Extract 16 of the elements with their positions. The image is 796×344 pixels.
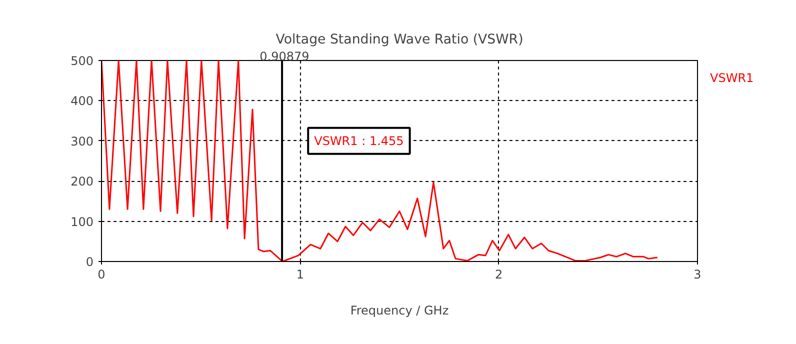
x-tick-label: 1 <box>296 268 304 282</box>
y-tick-label: 500 <box>70 54 94 68</box>
y-tick-label: 100 <box>70 214 94 229</box>
y-tick-label: 200 <box>70 174 94 189</box>
chart-title: Voltage Standing Wave Ratio (VSWR) <box>276 32 524 48</box>
x-axis-title: Frequency / GHz <box>350 304 449 318</box>
text: VSWR1 <box>710 71 754 85</box>
x-tick-label: 0 <box>98 268 106 282</box>
ref-line-label: 0.90879 <box>260 50 310 64</box>
y-tick-label: 300 <box>70 134 94 148</box>
x-tick-label: 2 <box>495 268 503 282</box>
line-series <box>102 60 658 262</box>
y-tick-label: 400 <box>70 94 94 108</box>
x-tick-label: 3 <box>694 268 702 282</box>
annotation: VSWR1 : 1.455 <box>314 134 404 148</box>
y-tick-label: 0 <box>86 255 94 269</box>
